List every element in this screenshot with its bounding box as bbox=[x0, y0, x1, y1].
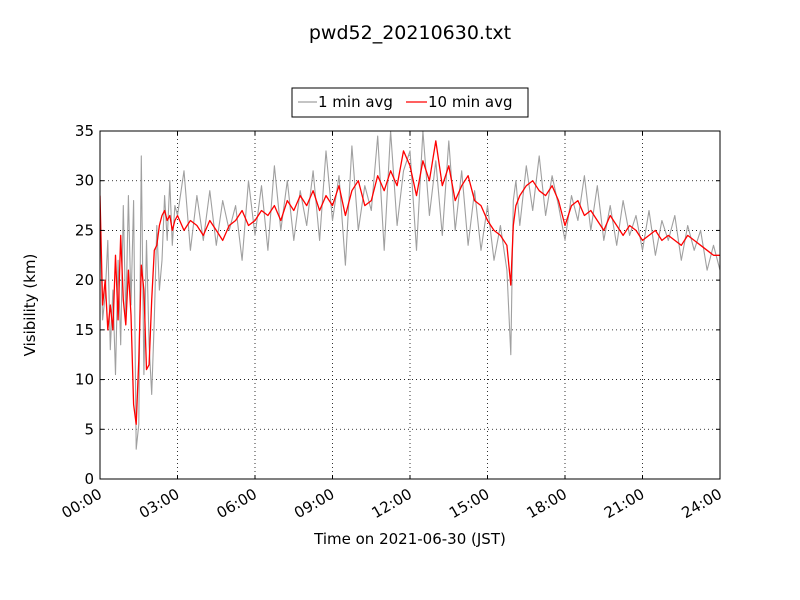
y-tick-label: 25 bbox=[75, 221, 94, 239]
legend: 1 min avg 10 min avg bbox=[291, 87, 529, 118]
legend-label-1-min-avg: 1 min avg bbox=[318, 93, 393, 111]
y-tick-label: 5 bbox=[84, 420, 94, 438]
y-tick-label: 15 bbox=[75, 321, 94, 339]
y-tick-label: 30 bbox=[75, 172, 94, 190]
y-tick-label: 35 bbox=[75, 122, 94, 140]
grid bbox=[100, 131, 720, 479]
y-tick-label: 10 bbox=[75, 371, 94, 389]
plot-area bbox=[100, 131, 720, 450]
axis-ticks bbox=[99, 130, 721, 480]
legend-label-10-min-avg: 10 min avg bbox=[428, 93, 513, 111]
y-tick-label: 20 bbox=[75, 271, 94, 289]
series-line-1-min-avg bbox=[100, 131, 720, 450]
y-tick-labels: 0 5 10 15 20 25 30 35 bbox=[75, 122, 94, 488]
y-axis-label: Visibility (km) bbox=[21, 254, 39, 357]
x-axis-label: Time on 2021-06-30 (JST) bbox=[313, 530, 506, 548]
series-layer bbox=[100, 131, 720, 450]
y-tick-label: 0 bbox=[84, 470, 94, 488]
chart-title: pwd52_20210630.txt bbox=[309, 22, 511, 44]
series-line-10-min-avg bbox=[100, 140, 720, 425]
